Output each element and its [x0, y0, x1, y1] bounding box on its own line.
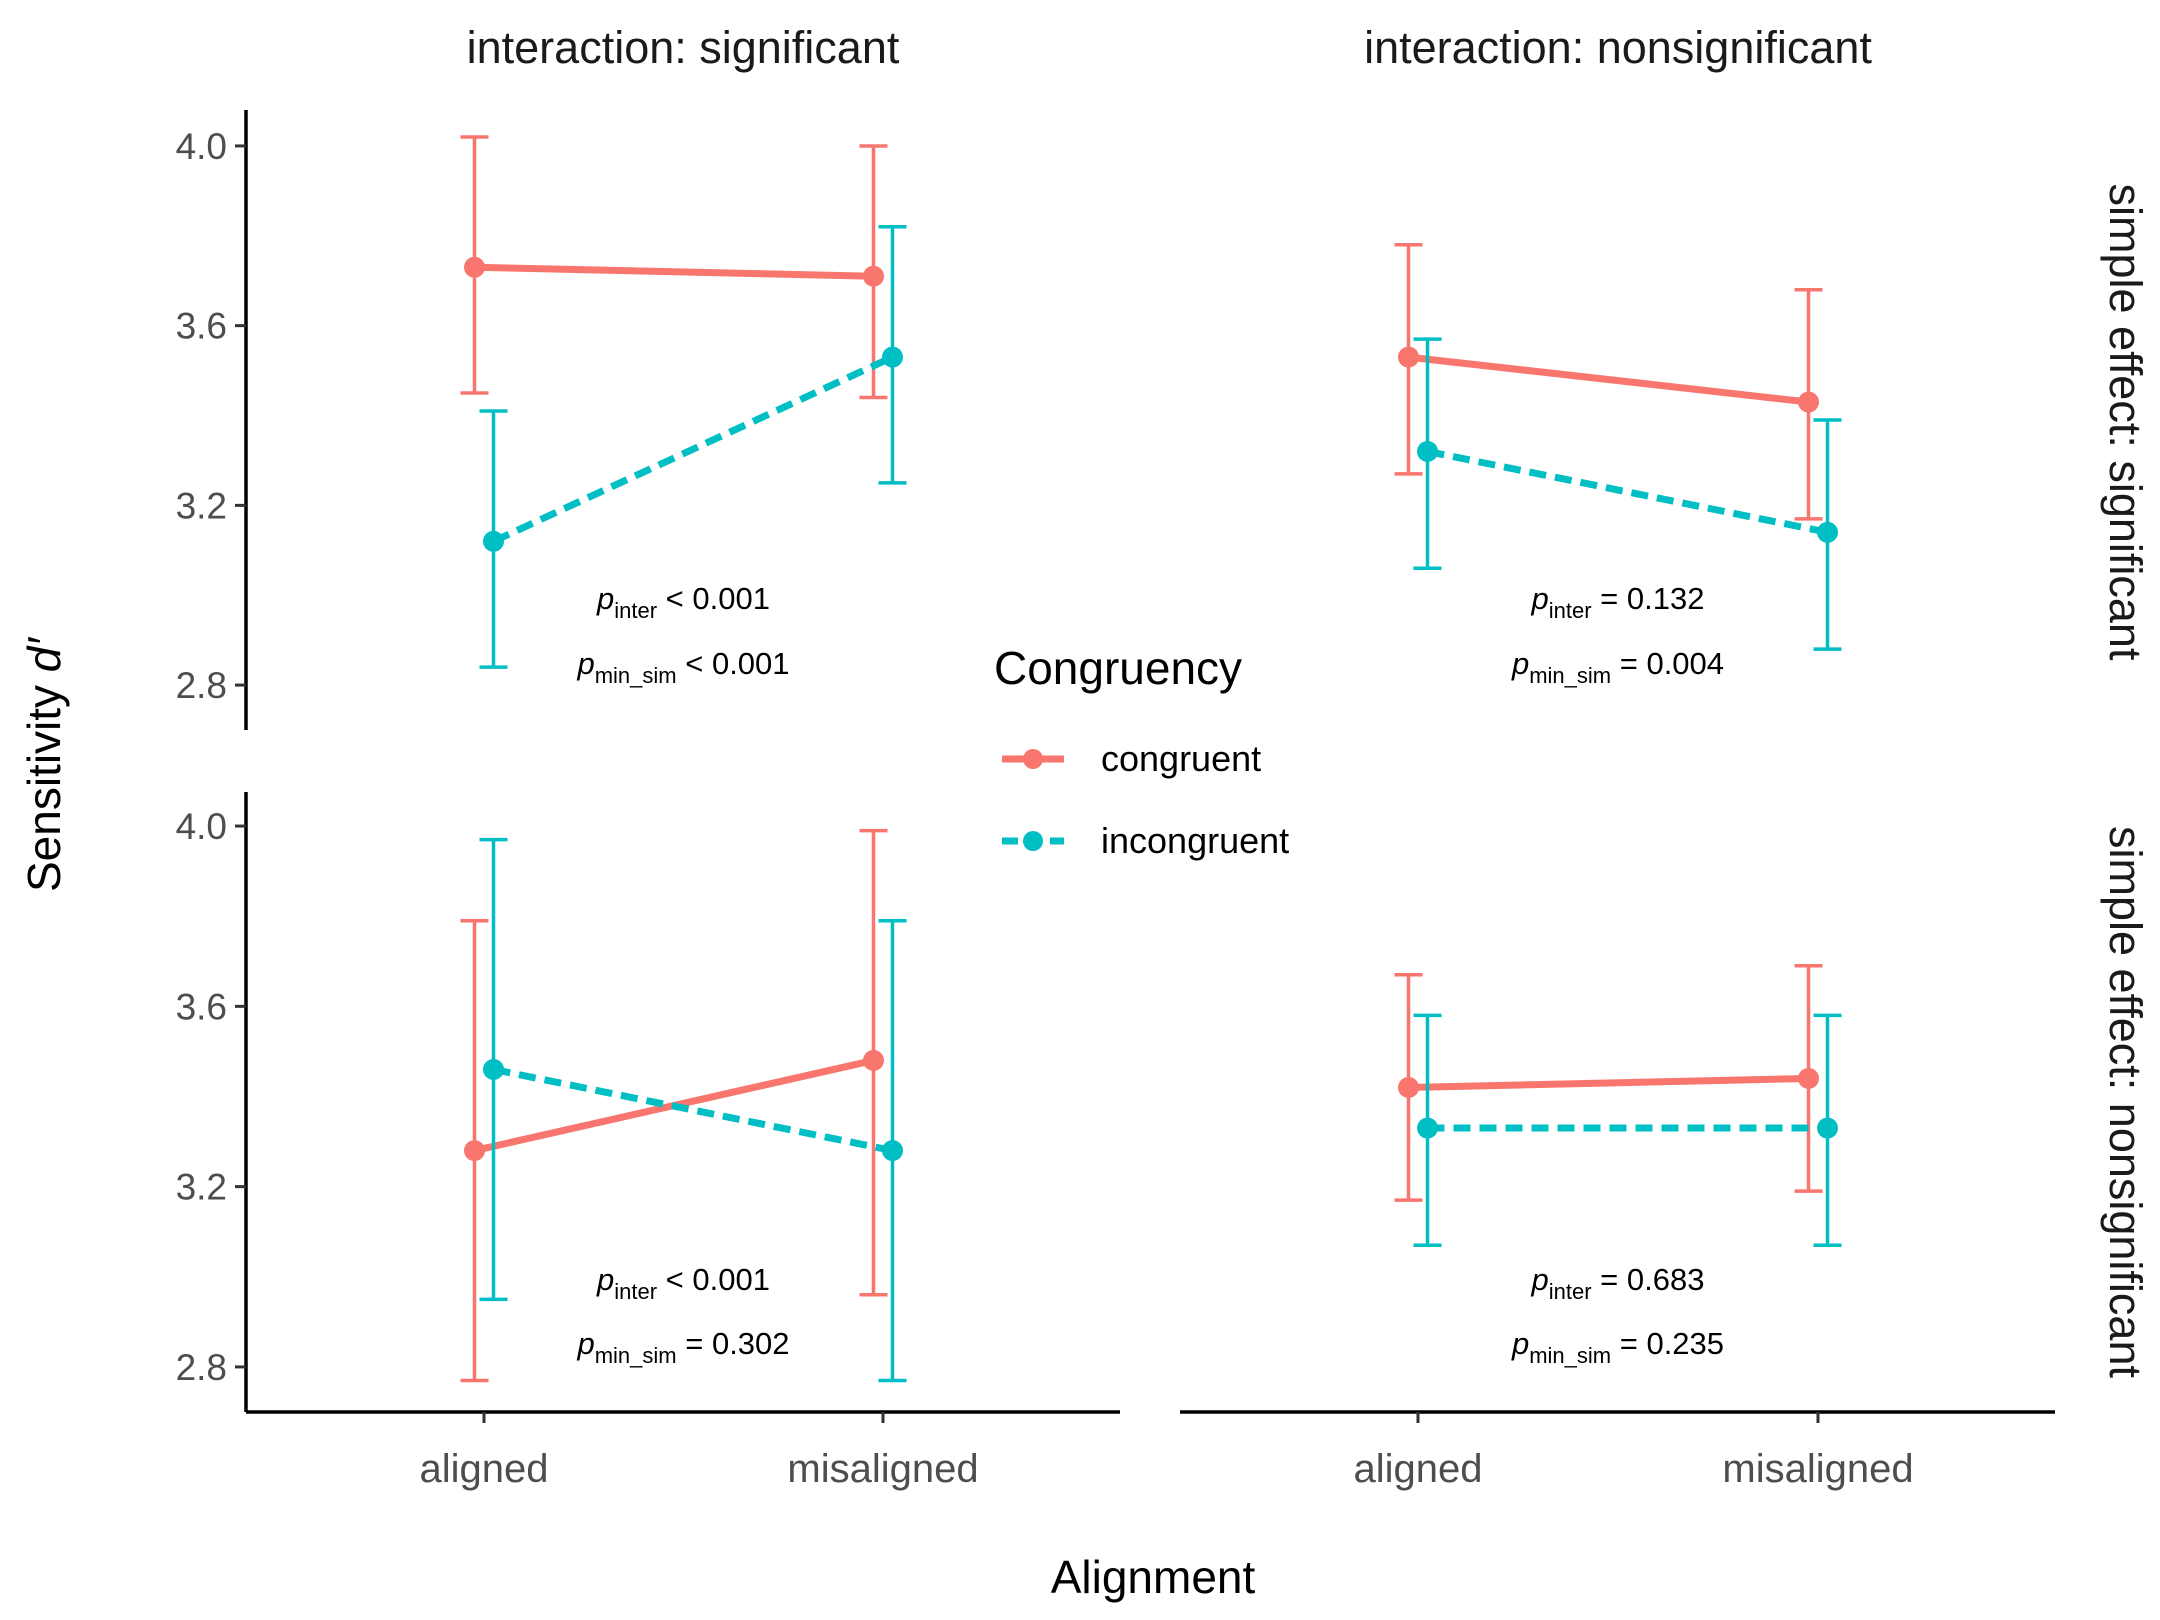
y-tick-label: 4.0 [176, 126, 227, 167]
y-tick-label: 3.2 [176, 485, 227, 526]
annotation-subscript: inter [614, 598, 657, 623]
data-point-incongruent [1817, 1117, 1838, 1139]
series-line-congruent [1408, 353, 1809, 406]
x-axis-title: Alignment [1051, 1551, 1256, 1603]
annotation-subscript: min_sim [1529, 663, 1611, 688]
annotation-subscript: min_sim [595, 663, 677, 688]
annotation-symbol: p [1531, 1262, 1549, 1297]
annotation-symbol: p [1531, 581, 1549, 616]
row-strip-label-top: simple effect: significant [2100, 184, 2151, 661]
panel-1-1: aligned misaligned pinter = 0.683 pmin_sim … [1180, 964, 2055, 1491]
legend-label-incongruent: incongruent [1101, 820, 1289, 861]
series-line-congruent [1408, 1074, 1809, 1091]
p-min-sim-annotation: pmin_sim = 0.235 [1511, 1326, 1724, 1368]
p-inter-annotation: pinter = 0.132 [1531, 581, 1705, 623]
data-point-congruent [1398, 1076, 1419, 1098]
annotation-subscript: min_sim [1529, 1343, 1611, 1368]
data-point-incongruent [1817, 521, 1838, 543]
x-tick-label: aligned [1353, 1447, 1482, 1491]
x-tick-label: misaligned [1722, 1447, 1913, 1491]
series-line-incongruent [492, 353, 894, 545]
y-tick-label: 3.6 [176, 306, 227, 347]
annotation-subscript: inter [614, 1279, 657, 1304]
annotation-symbol: p [1511, 1326, 1529, 1361]
annotation-subscript: inter [1549, 1279, 1592, 1304]
data-point-incongruent [882, 1140, 903, 1162]
y-axis-title: Sensitivity d′ [18, 637, 70, 892]
series-line-congruent [474, 263, 874, 280]
column-strip-label-right: interaction: nonsignificant [1364, 22, 1872, 73]
data-point-congruent [464, 256, 485, 278]
data-point-incongruent [483, 1058, 504, 1080]
data-point-incongruent [882, 346, 903, 368]
annotation-value: = 0.235 [1611, 1326, 1724, 1361]
series-line-incongruent [1426, 448, 1829, 536]
legend-key-congruent-point [1023, 749, 1043, 769]
y-tick-label: 2.8 [176, 665, 227, 706]
annotation-symbol: p [596, 1262, 614, 1297]
p-min-sim-annotation: pmin_sim < 0.001 [576, 646, 789, 688]
p-inter-annotation: pinter = 0.683 [1531, 1262, 1705, 1304]
panel-1-0: 2.8 3.2 3.6 4.0 aligned misaligned pinter < 0.… [176, 792, 1120, 1491]
annotation-symbol: p [1511, 646, 1529, 681]
y-axis-title-text: Sensitivity [18, 672, 70, 892]
y-tick-label: 2.8 [176, 1347, 227, 1388]
p-min-sim-annotation: pmin_sim = 0.004 [1511, 646, 1724, 688]
annotation-value: < 0.001 [677, 646, 790, 681]
annotation-value: = 0.004 [1611, 646, 1724, 681]
x-tick-label: misaligned [787, 1447, 978, 1491]
row-strip-label-bottom: simple effect: nonsignificant [2100, 826, 2151, 1378]
y-tick-label: 3.6 [176, 986, 227, 1027]
annotation-value: < 0.001 [657, 581, 770, 616]
p-min-sim-annotation: pmin_sim = 0.302 [576, 1326, 789, 1368]
annotation-value: = 0.302 [677, 1326, 790, 1361]
y-axis-title-italic: d′ [18, 637, 70, 673]
data-point-incongruent [1417, 440, 1438, 462]
p-inter-annotation: pinter < 0.001 [596, 1262, 770, 1304]
y-tick-label: 3.2 [176, 1167, 227, 1208]
data-point-congruent [863, 1049, 884, 1071]
annotation-symbol: p [576, 646, 594, 681]
annotation-value: < 0.001 [657, 1262, 770, 1297]
annotation-subscript: min_sim [595, 1343, 677, 1368]
y-tick-label: 4.0 [176, 806, 227, 847]
annotation-symbol: p [576, 1326, 594, 1361]
legend-label-congruent: congruent [1101, 738, 1261, 779]
series-line-incongruent [492, 1066, 894, 1155]
annotation-subscript: inter [1549, 598, 1592, 623]
column-strip-label-left: interaction: significant [467, 22, 900, 73]
data-point-incongruent [483, 530, 504, 552]
legend-title: Congruency [994, 642, 1242, 694]
data-point-congruent [464, 1140, 485, 1162]
annotation-symbol: p [596, 581, 614, 616]
data-point-congruent [1798, 391, 1819, 413]
x-tick-label: aligned [419, 1447, 548, 1491]
data-point-congruent [1798, 1067, 1819, 1089]
data-point-incongruent [1417, 1117, 1438, 1139]
p-inter-annotation: pinter < 0.001 [596, 581, 770, 623]
data-point-congruent [863, 265, 884, 287]
legend-key-incongruent-point [1023, 831, 1043, 851]
legend: Congruency congruent incongruent [994, 642, 1289, 861]
data-point-congruent [1398, 346, 1419, 368]
annotation-value: = 0.132 [1592, 581, 1705, 616]
annotation-value: = 0.683 [1592, 1262, 1705, 1297]
